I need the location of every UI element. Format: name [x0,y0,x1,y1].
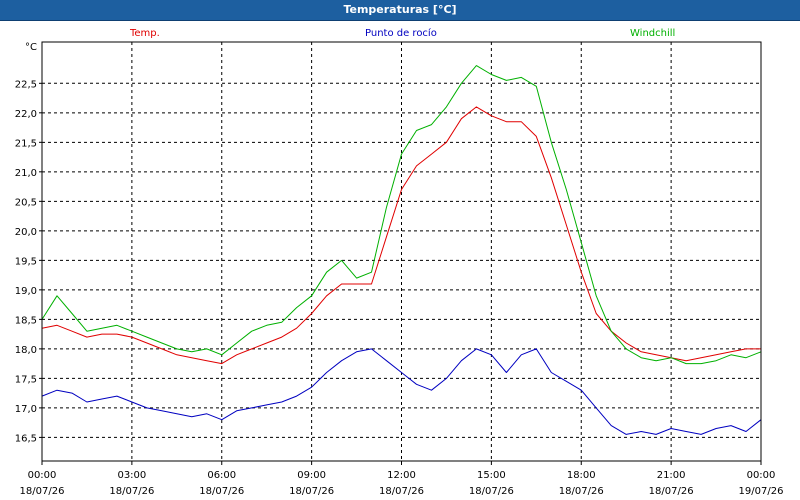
x-tick-date: 18/07/26 [20,486,65,497]
legend-dewpoint: Punto de rocío [365,27,437,39]
series-windchill-line [41,65,762,365]
title-divider [0,20,800,21]
y-tick-label: 22,0 [15,109,37,120]
x-tick-time: 03:00 [117,470,146,481]
x-tick-date: 18/07/26 [649,486,694,497]
series-dewpoint-line [41,348,762,435]
x-tick-date: 18/07/26 [559,486,604,497]
y-tick-label: 20,5 [15,197,37,208]
x-tick-time: 21:00 [657,470,686,481]
y-tick-label: 21,5 [15,138,37,149]
x-tick-date: 18/07/26 [379,486,424,497]
legend-windchill: Windchill [630,28,675,39]
y-tick-label: 19,0 [15,286,37,297]
y-tick-label: 18,5 [15,315,37,326]
y-tick-label: 16,5 [15,433,37,444]
y-tick-label: 20,0 [15,227,37,238]
series-lines [41,65,762,435]
legend: Temp. Punto de rocío Windchill [129,27,675,39]
grid [42,42,761,461]
y-tick-label: 17,5 [15,374,37,385]
x-tick-date: 19/07/26 [739,486,784,497]
y-tick-label: 19,5 [15,256,37,267]
y-tick-label: 22,5 [15,79,37,90]
plot-frame [41,41,762,462]
x-tick-time: 06:00 [207,470,236,481]
x-tick-time: 12:00 [387,470,416,481]
y-tick-label: 18,0 [15,345,37,356]
x-tick-time: 15:00 [477,470,506,481]
chart-title: Temperaturas [°C] [0,0,800,20]
x-tick-date: 18/07/26 [469,486,514,497]
x-tick-date: 18/07/26 [289,486,334,497]
y-tick-label: 21,0 [15,168,37,179]
x-tick-date: 18/07/26 [109,486,154,497]
series-temp-line [41,106,761,365]
x-tick-time: 09:00 [297,470,326,481]
y-tick-label: 17,0 [15,404,37,415]
x-tick-time: 00:00 [747,470,776,481]
legend-temp: Temp. [129,28,160,39]
y-axis-unit: °C [25,42,37,53]
y-axis: 16,5 17,0 17,5 18,0 18,5 19,0 19,5 20,0 20,5 21,0… [15,79,42,444]
x-tick-time: 00:00 [28,470,57,481]
x-tick-date: 18/07/26 [199,486,244,497]
x-tick-time: 18:00 [567,470,596,481]
x-axis: 00:00 18/07/26 03:00 18/07/26 06:00 18/07/26 0… [20,461,784,497]
